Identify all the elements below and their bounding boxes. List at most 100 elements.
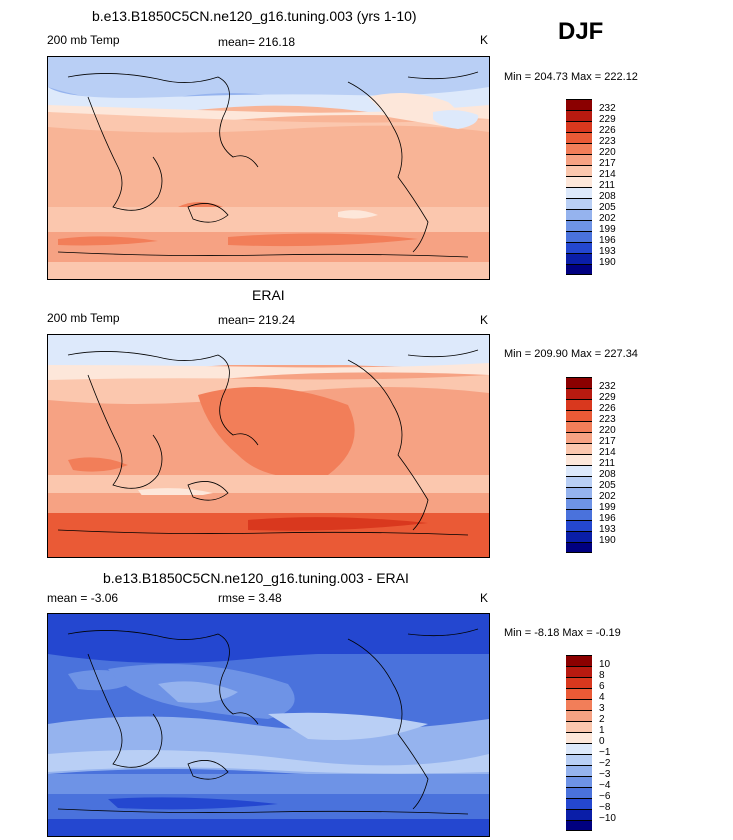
- cbar-label: 199: [599, 502, 616, 513]
- cbar-box: [566, 231, 592, 242]
- cbar-box: [566, 732, 592, 743]
- cbar-label: 190: [599, 535, 616, 546]
- cbar-box: [566, 743, 592, 754]
- cbar-label: 196: [599, 513, 616, 524]
- panel3-contour-map: [48, 614, 489, 836]
- cbar-box: [566, 410, 592, 421]
- cbar-label: 8: [599, 670, 605, 681]
- cbar-label: 199: [599, 224, 616, 235]
- panel1-title: b.e13.B1850C5CN.ne120_g16.tuning.003 (yr…: [92, 8, 417, 24]
- cbar-label: −6: [599, 791, 611, 802]
- cbar-box: [566, 509, 592, 520]
- cbar-label: 0: [599, 736, 605, 747]
- cbar-label: 6: [599, 681, 605, 692]
- cbar-box: [566, 787, 592, 798]
- cbar-label: 202: [599, 213, 616, 224]
- panel2-units: K: [480, 313, 489, 327]
- cbar-label: 229: [599, 114, 616, 125]
- cbar-box: [566, 421, 592, 432]
- cbar-box: [566, 531, 592, 542]
- panel1-mean-label: mean= 216.18: [218, 35, 296, 49]
- panel3-colorbar: 10 8 6 4 3 2 1 0 −1 −2 −3 −4 −6 −8 −10: [566, 655, 616, 831]
- cbar-box: [566, 754, 592, 765]
- cbar-label: −4: [599, 780, 611, 791]
- cbar-box: [566, 121, 592, 132]
- cbar-box: [566, 143, 592, 154]
- cbar-box: [566, 264, 592, 275]
- cbar-box: [566, 432, 592, 443]
- panel3-coastlines: [57, 628, 479, 815]
- cbar-label: 214: [599, 447, 616, 458]
- cbar-label: 190: [599, 257, 616, 268]
- cbar-box: [566, 99, 592, 110]
- cbar-box: [566, 187, 592, 198]
- panel1-variable-label: 200 mb Temp: [47, 33, 120, 47]
- cbar-label: 208: [599, 469, 616, 480]
- cbar-label: 202: [599, 491, 616, 502]
- cbar-box: [566, 220, 592, 231]
- cbar-label: −3: [599, 769, 611, 780]
- cbar-box: [566, 677, 592, 688]
- panel1-contour-map: [48, 57, 489, 279]
- panel3-map: [47, 613, 490, 837]
- cbar-label: 220: [599, 147, 616, 158]
- cbar-label: 205: [599, 480, 616, 491]
- cbar-box: [566, 454, 592, 465]
- panel3-minmax: Min = -8.18 Max = -0.19: [504, 627, 621, 639]
- cbar-label: 214: [599, 169, 616, 180]
- panel2-mean-label: mean= 219.24: [218, 313, 296, 327]
- panel3-units: K: [480, 591, 489, 605]
- panel1-colorbar: 232 229 226 223 220 217 214 211 208 205 …: [566, 99, 616, 275]
- panel1-units: K: [480, 33, 489, 47]
- panel2-title: ERAI: [252, 287, 285, 303]
- cbar-box: [566, 721, 592, 732]
- cbar-label: 232: [599, 103, 616, 114]
- cbar-box: [566, 377, 592, 388]
- cbar-box: [566, 520, 592, 531]
- cbar-box: [566, 809, 592, 820]
- cbar-label: 223: [599, 414, 616, 425]
- cbar-box: [566, 487, 592, 498]
- cbar-label: 217: [599, 158, 616, 169]
- cbar-label: 3: [599, 703, 605, 714]
- panel2-colorbar: 232 229 226 223 220 217 214 211 208 205 …: [566, 377, 616, 553]
- cbar-label: 220: [599, 425, 616, 436]
- cbar-label: 217: [599, 436, 616, 447]
- cbar-label: 211: [599, 458, 615, 469]
- cbar-label: 226: [599, 125, 616, 136]
- cbar-box: [566, 209, 592, 220]
- cbar-box: [566, 465, 592, 476]
- cbar-label: −2: [599, 758, 611, 769]
- cbar-box: [566, 132, 592, 143]
- panel3-rmse-label: rmse = 3.48: [218, 591, 282, 605]
- cbar-label: −8: [599, 802, 611, 813]
- cbar-box: [566, 476, 592, 487]
- panel2-contour-map: [48, 335, 489, 557]
- cbar-label: 226: [599, 403, 616, 414]
- panel2-coastlines: [57, 349, 479, 536]
- cbar-label: −1: [599, 747, 611, 758]
- cbar-label: 223: [599, 136, 616, 147]
- cbar-box: [566, 655, 592, 666]
- cbar-label: 208: [599, 191, 616, 202]
- cbar-label: 232: [599, 381, 616, 392]
- cbar-label: 196: [599, 235, 616, 246]
- cbar-box: [566, 666, 592, 677]
- cbar-box: [566, 688, 592, 699]
- cbar-label: 193: [599, 246, 616, 257]
- cbar-label: 1: [599, 725, 605, 736]
- cbar-box: [566, 498, 592, 509]
- cbar-label: 10: [599, 659, 611, 670]
- cbar-label: 2: [599, 714, 605, 725]
- cbar-box: [566, 242, 592, 253]
- cbar-label: 205: [599, 202, 616, 213]
- cbar-box: [566, 776, 592, 787]
- panel2-variable-label: 200 mb Temp: [47, 311, 120, 325]
- panel3-title: b.e13.B1850C5CN.ne120_g16.tuning.003 - E…: [103, 570, 409, 586]
- season-label: DJF: [558, 18, 604, 45]
- cbar-box: [566, 198, 592, 209]
- cbar-box: [566, 399, 592, 410]
- cbar-box: [566, 710, 592, 721]
- cbar-box: [566, 388, 592, 399]
- cbar-box: [566, 110, 592, 121]
